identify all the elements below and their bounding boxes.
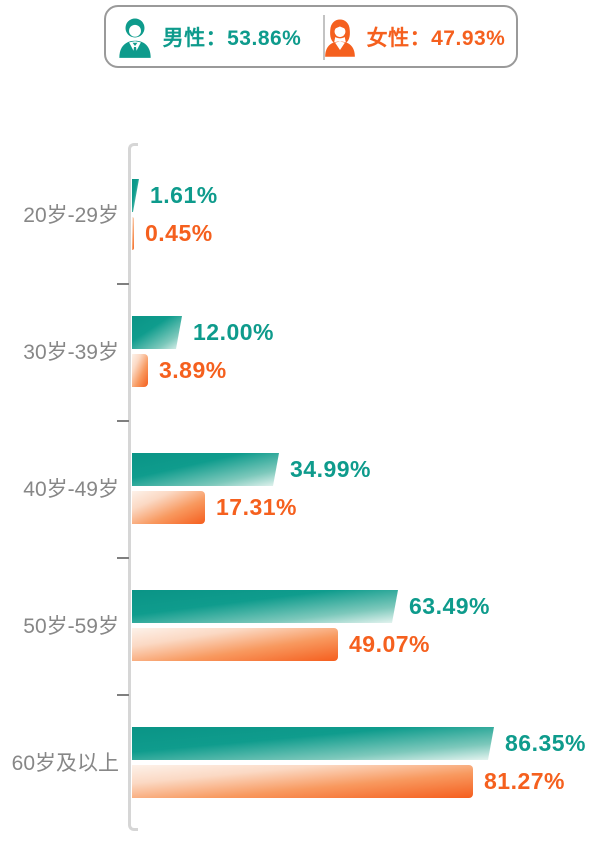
female-person-icon <box>322 15 358 59</box>
axis-tick <box>117 557 129 559</box>
axis-tick <box>117 283 129 285</box>
category-label: 20岁-29岁 <box>23 204 119 227</box>
female-bar-value: 0.45% <box>145 220 213 246</box>
legend-male-value: 53.86% <box>227 26 302 50</box>
male-bar <box>132 179 139 212</box>
female-bar-value: 81.27% <box>484 768 566 794</box>
axis-tick <box>117 694 129 696</box>
female-bar <box>132 765 473 798</box>
legend: 男性：53.86% 女性：47.93% <box>104 5 518 68</box>
male-bar-value: 1.61% <box>150 182 218 208</box>
category-label: 40岁-49岁 <box>23 478 119 501</box>
female-bar <box>132 217 134 250</box>
female-bar <box>132 491 205 524</box>
legend-male-label: 男性： <box>162 26 228 50</box>
legend-female: 女性：47.93% <box>311 7 516 66</box>
axis-tick <box>117 420 129 422</box>
category-label: 30岁-39岁 <box>23 341 119 364</box>
male-bar <box>132 590 398 623</box>
female-bar <box>132 354 148 387</box>
legend-divider <box>323 15 326 60</box>
y-axis-line <box>128 143 138 831</box>
legend-female-value: 47.93% <box>431 26 506 50</box>
male-bar <box>132 453 279 486</box>
female-bar-value: 3.89% <box>159 357 227 383</box>
male-bar <box>132 727 494 760</box>
male-bar-value: 12.00% <box>193 319 275 345</box>
category-label: 60岁及以上 <box>11 752 119 775</box>
female-bar <box>132 628 338 661</box>
female-bar-value: 49.07% <box>349 631 431 657</box>
legend-male: 男性：53.86% <box>106 7 311 66</box>
male-bar-value: 86.35% <box>505 730 587 756</box>
legend-male-text: 男性：53.86% <box>163 22 302 52</box>
male-bar-value: 34.99% <box>290 456 372 482</box>
legend-female-text: 女性：47.93% <box>367 22 506 52</box>
legend-female-label: 女性： <box>366 26 432 50</box>
male-bar-value: 63.49% <box>409 593 491 619</box>
category-label: 50岁-59岁 <box>23 615 119 638</box>
male-person-icon <box>116 15 154 59</box>
female-bar-value: 17.31% <box>216 494 298 520</box>
male-bar <box>132 316 182 349</box>
